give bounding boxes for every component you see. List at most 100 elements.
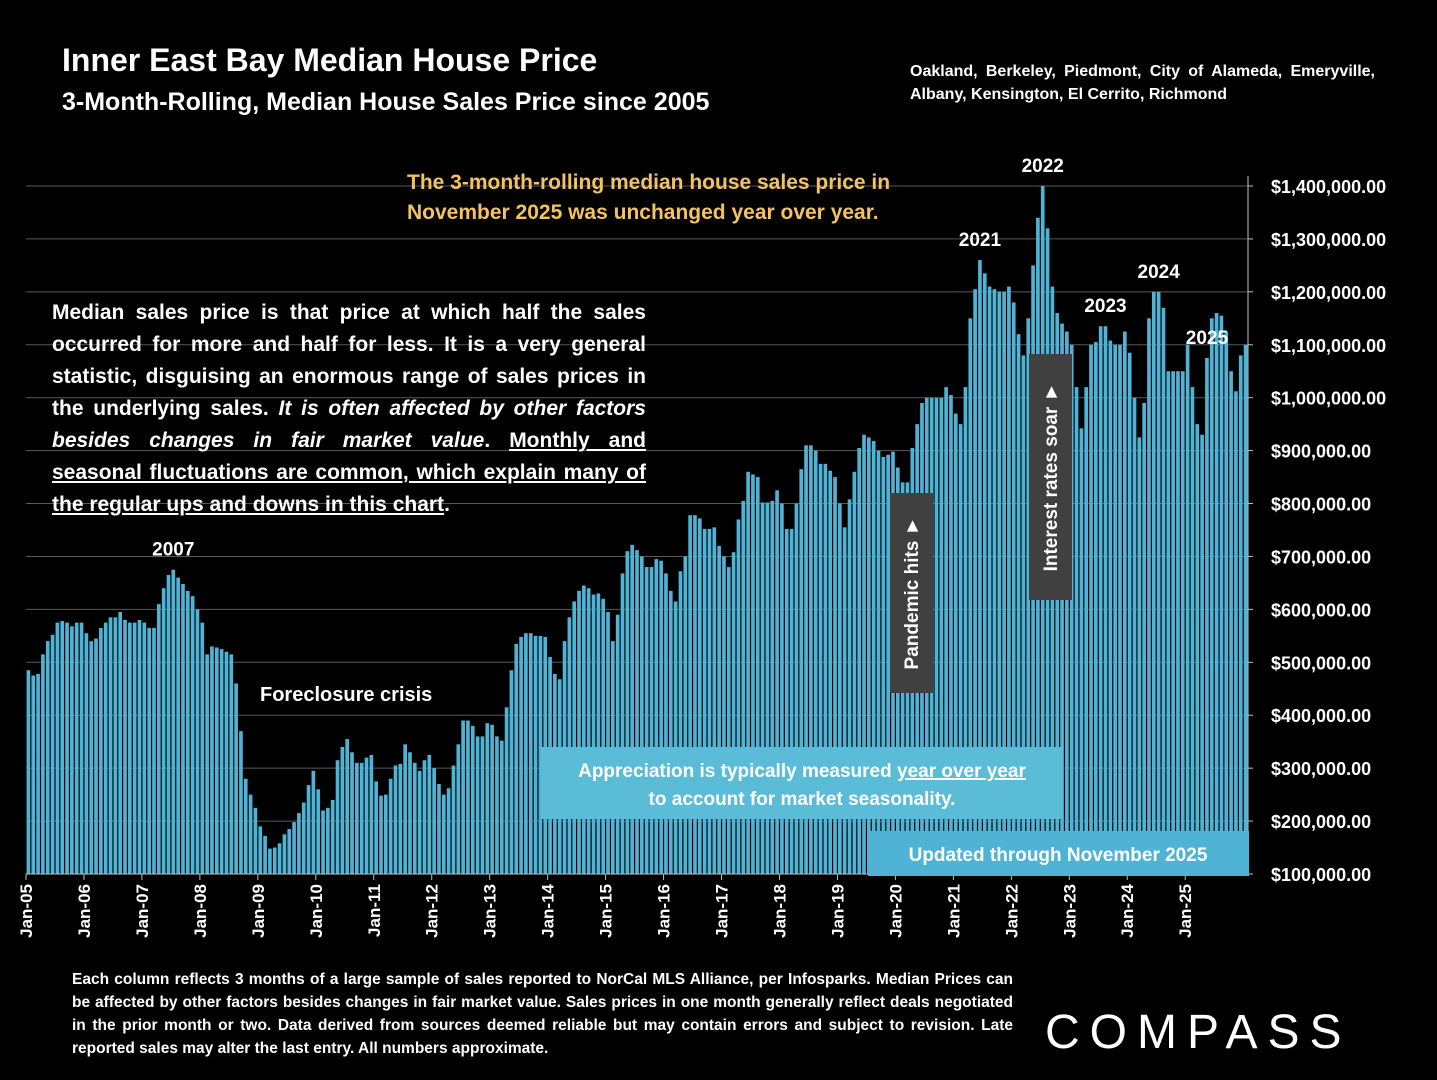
bar [379, 795, 383, 874]
y-tick-label: $700,000.00 [1271, 547, 1371, 567]
bar [350, 752, 354, 874]
y-tick-label: $800,000.00 [1271, 495, 1371, 515]
bar [70, 626, 74, 874]
bar [1002, 291, 1006, 875]
bar [1243, 344, 1248, 874]
bar [702, 528, 707, 874]
bar [707, 528, 712, 874]
bar [41, 654, 45, 874]
bar [1142, 402, 1146, 874]
x-tick-label: Jan-17 [713, 884, 732, 938]
bar [963, 387, 968, 874]
bar [470, 725, 475, 874]
y-tick-label: $400,000.00 [1271, 706, 1371, 726]
bar [953, 413, 958, 874]
bar [1156, 291, 1161, 875]
bar [1151, 291, 1156, 875]
bar [36, 673, 40, 874]
bar [258, 826, 263, 874]
bar [997, 291, 1002, 875]
bar [1103, 326, 1108, 874]
bar [524, 633, 528, 874]
bar [210, 646, 214, 874]
bar [137, 619, 142, 874]
x-tick-label: Jan-15 [597, 884, 616, 938]
x-tick-label: Jan-25 [1176, 884, 1195, 938]
x-tick-label: Jan-06 [75, 884, 94, 938]
bar [345, 739, 350, 874]
bar [644, 567, 649, 874]
bar [1098, 326, 1103, 874]
bar [128, 622, 132, 874]
bar [330, 799, 335, 874]
bar [683, 556, 688, 874]
bar [862, 434, 866, 874]
bar [804, 445, 808, 874]
bar [152, 627, 156, 874]
bar [741, 500, 746, 874]
bar [1065, 331, 1069, 874]
bar [591, 594, 596, 874]
bar [74, 622, 79, 874]
bar [630, 544, 634, 874]
bar [1132, 397, 1137, 874]
bar [272, 847, 277, 874]
y-tick-label: $1,200,000.00 [1271, 283, 1386, 303]
bar [388, 778, 393, 874]
bar [195, 609, 200, 874]
bar [1214, 313, 1219, 874]
bar [582, 585, 586, 874]
bar [1176, 371, 1180, 874]
bar [731, 552, 736, 874]
bar [166, 574, 171, 874]
bar [142, 622, 147, 874]
bar [1219, 315, 1224, 874]
bar [45, 641, 50, 874]
bar [495, 736, 499, 874]
bar [784, 528, 789, 874]
bar [949, 395, 953, 874]
x-tick-label: Jan-23 [1060, 884, 1079, 938]
bar [321, 810, 325, 874]
bar [673, 601, 678, 874]
bar [248, 794, 253, 874]
bar [668, 590, 673, 874]
page-title: Inner East Bay Median House Price [62, 42, 598, 78]
bar [567, 617, 572, 874]
bar [794, 503, 799, 874]
bar [1229, 371, 1233, 874]
bar [461, 720, 465, 874]
x-tick-label: Jan-24 [1118, 883, 1137, 937]
bar [842, 527, 847, 874]
bar [374, 781, 379, 874]
bar [490, 724, 494, 874]
bar [1147, 318, 1151, 874]
bar [451, 765, 456, 874]
bar [886, 454, 890, 874]
bar [446, 788, 451, 874]
x-tick-label: Jan-13 [481, 884, 500, 938]
y-tick-label: $100,000.00 [1271, 865, 1371, 885]
bar [200, 622, 205, 874]
appreciation-callout: Appreciation is typically measured year … [541, 747, 1063, 819]
bar [746, 471, 750, 874]
bar [1007, 286, 1011, 874]
bar [934, 397, 939, 874]
bar [606, 612, 610, 874]
bar [1195, 424, 1200, 874]
bar [1238, 355, 1243, 875]
appreciation-line2: to account for market seasonality. [649, 789, 956, 810]
bar [838, 503, 842, 874]
y-tick-label: $1,400,000.00 [1271, 177, 1386, 197]
bar [277, 843, 282, 874]
bar [780, 503, 784, 874]
x-tick-label: Jan-22 [1002, 884, 1021, 938]
bar [717, 545, 721, 874]
region-list: Oakland, Berkeley, Piedmont, City of Ala… [910, 63, 1375, 103]
bar [1234, 391, 1238, 874]
bar [480, 736, 485, 874]
bar [50, 634, 55, 874]
bar [770, 500, 775, 874]
x-tick-label: Jan-21 [944, 884, 963, 938]
y-tick-label: $1,100,000.00 [1271, 336, 1386, 356]
